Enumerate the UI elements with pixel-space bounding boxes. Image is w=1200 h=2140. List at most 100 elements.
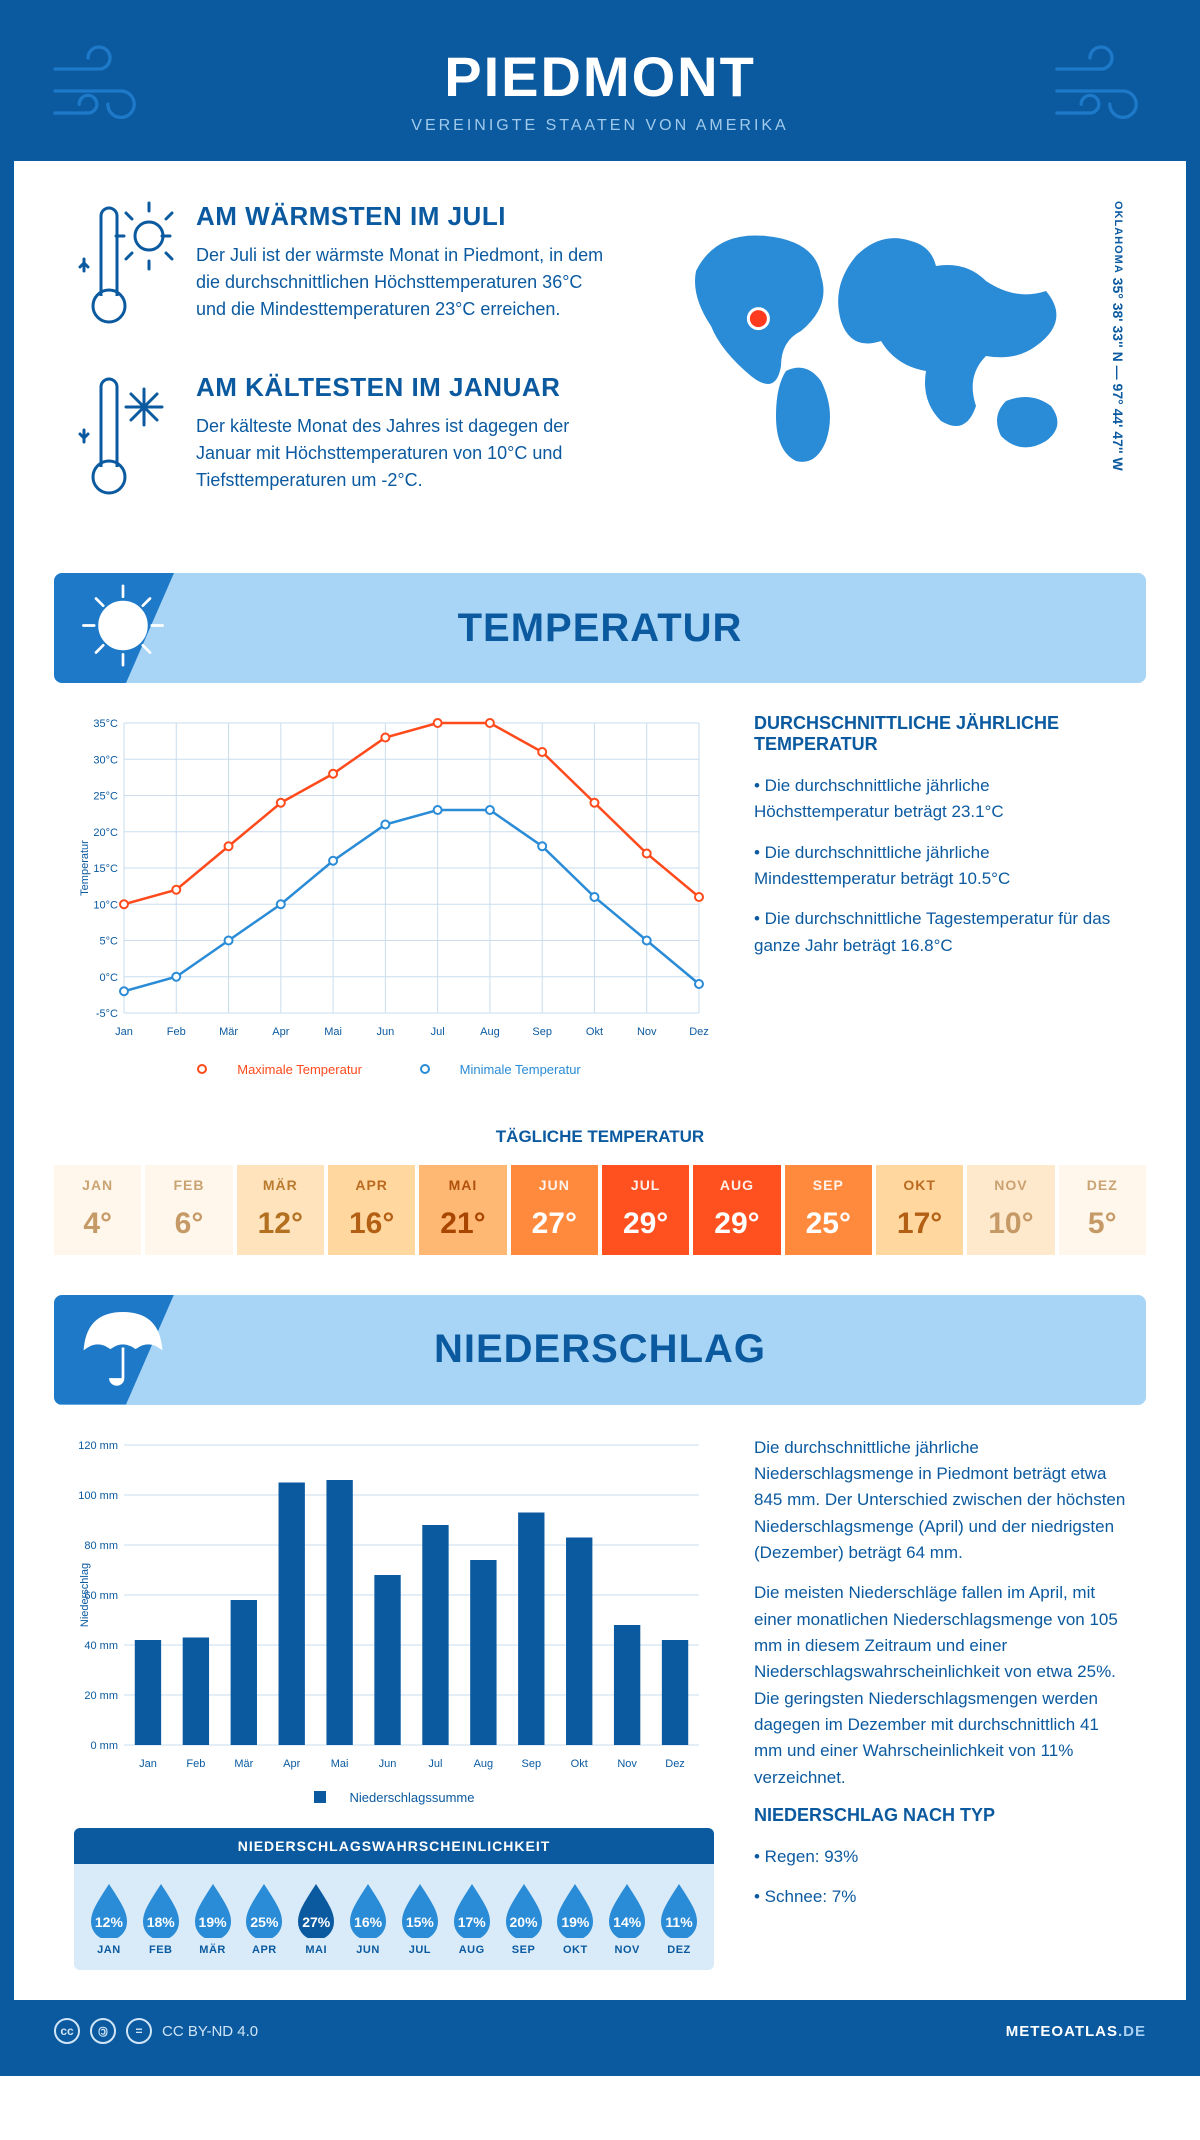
coords-text: 35° 38' 33'' N — 97° 44' 47'' W xyxy=(1110,278,1126,471)
temp-strip-cell: OKT17° xyxy=(876,1165,963,1255)
svg-text:Dez: Dez xyxy=(665,1758,685,1770)
svg-text:Apr: Apr xyxy=(283,1758,300,1770)
prob-drop: 18% FEB xyxy=(136,1880,186,1956)
coldest-heading: AM KÄLTESTEN IM JANUAR xyxy=(196,372,616,403)
temp-strip-cell: NOV10° xyxy=(967,1165,1054,1255)
svg-text:Jul: Jul xyxy=(431,1026,445,1038)
svg-text:Niederschlag: Niederschlag xyxy=(79,1562,91,1626)
temperature-chart: -5°C0°C5°C10°C15°C20°C25°C30°C35°CJanFeb… xyxy=(74,713,714,1077)
temp-strip-cell: JUN27° xyxy=(511,1165,598,1255)
legend-max: Maximale Temperatur xyxy=(237,1062,362,1077)
svg-text:Jun: Jun xyxy=(379,1758,397,1770)
temp-strip-cell: APR16° xyxy=(328,1165,415,1255)
temp-side-heading: DURCHSCHNITTLICHE JÄHRLICHE TEMPERATUR xyxy=(754,713,1126,755)
brand: METEOATLAS.DE xyxy=(1006,2023,1146,2040)
svg-text:100 mm: 100 mm xyxy=(78,1490,118,1502)
svg-text:Temperatur: Temperatur xyxy=(79,840,91,896)
umbrella-icon xyxy=(78,1302,168,1397)
rain-legend-label: Niederschlagssumme xyxy=(350,1790,475,1805)
svg-text:15°C: 15°C xyxy=(93,863,118,875)
precipitation-body: 0 mm20 mm40 mm60 mm80 mm100 mm120 mmNied… xyxy=(14,1435,1186,2001)
svg-text:Okt: Okt xyxy=(571,1758,588,1770)
prob-drop: 19% MÄR xyxy=(188,1880,238,1956)
coordinates: OKLAHOMA 35° 38' 33'' N — 97° 44' 47'' W xyxy=(1104,201,1126,543)
svg-text:20°C: 20°C xyxy=(93,827,118,839)
temperature-body: -5°C0°C5°C10°C15°C20°C25°C30°C35°CJanFeb… xyxy=(14,713,1186,1107)
svg-text:Feb: Feb xyxy=(167,1026,186,1038)
svg-text:Jan: Jan xyxy=(139,1758,157,1770)
precipitation-heading: NIEDERSCHLAG xyxy=(434,1327,766,1372)
svg-text:Feb: Feb xyxy=(186,1758,205,1770)
temperature-heading: TEMPERATUR xyxy=(458,606,743,651)
svg-text:Mai: Mai xyxy=(324,1026,342,1038)
svg-text:Jul: Jul xyxy=(428,1758,442,1770)
svg-text:Nov: Nov xyxy=(637,1026,657,1038)
svg-text:120 mm: 120 mm xyxy=(78,1440,118,1452)
sun-icon xyxy=(78,581,168,676)
coldest-text: Der kälteste Monat des Jahres ist dagege… xyxy=(196,413,616,494)
prob-drop: 25% APR xyxy=(239,1880,289,1956)
footer: cc 🄯 = CC BY-ND 4.0 METEOATLAS.DE xyxy=(14,2000,1186,2062)
daily-temp-strip: JAN4°FEB6°MÄR12°APR16°MAI21°JUN27°JUL29°… xyxy=(54,1165,1146,1255)
svg-text:Mai: Mai xyxy=(331,1758,349,1770)
rain-para-1: Die durchschnittliche jährliche Niedersc… xyxy=(754,1435,1126,1567)
svg-text:Jun: Jun xyxy=(376,1026,394,1038)
temp-strip-cell: JUL29° xyxy=(602,1165,689,1255)
by-icon: 🄯 xyxy=(90,2018,116,2044)
svg-text:Mär: Mär xyxy=(234,1758,253,1770)
temperature-text: DURCHSCHNITTLICHE JÄHRLICHE TEMPERATUR •… xyxy=(754,713,1126,1077)
precipitation-banner: NIEDERSCHLAG xyxy=(54,1295,1146,1405)
svg-text:Aug: Aug xyxy=(474,1758,494,1770)
wind-icon xyxy=(1046,30,1156,145)
svg-text:Dez: Dez xyxy=(689,1026,709,1038)
temp-bullet-1: • Die durchschnittliche jährliche Höchst… xyxy=(754,773,1126,826)
daily-temp-title: TÄGLICHE TEMPERATUR xyxy=(14,1127,1186,1147)
prob-drop: 14% NOV xyxy=(602,1880,652,1956)
brand-name: METEOATLAS xyxy=(1006,2023,1118,2040)
prob-drop: 12% JAN xyxy=(84,1880,134,1956)
license-text: CC BY-ND 4.0 xyxy=(162,2023,258,2040)
temp-strip-cell: FEB6° xyxy=(145,1165,232,1255)
prob-drop: 19% OKT xyxy=(550,1880,600,1956)
rain-legend: Niederschlagssumme xyxy=(74,1790,714,1807)
temp-strip-cell: AUG29° xyxy=(693,1165,780,1255)
warmest-text: Der Juli ist der wärmste Monat in Piedmo… xyxy=(196,242,616,323)
temp-bullet-2: • Die durchschnittliche jährliche Mindes… xyxy=(754,840,1126,893)
svg-text:Apr: Apr xyxy=(272,1026,289,1038)
precipitation-probability: NIEDERSCHLAGSWAHRSCHEINLICHKEIT 12% JAN … xyxy=(74,1828,714,1970)
prob-drop: 17% AUG xyxy=(447,1880,497,1956)
summary-row: AM WÄRMSTEN IM JULI Der Juli ist der wär… xyxy=(14,161,1186,563)
precipitation-text: Die durchschnittliche jährliche Niedersc… xyxy=(754,1435,1126,1971)
page-title: PIEDMONT xyxy=(34,44,1166,109)
thermometer-cold-icon xyxy=(74,372,174,507)
prob-drop: 20% SEP xyxy=(499,1880,549,1956)
svg-text:Okt: Okt xyxy=(586,1026,603,1038)
svg-text:5°C: 5°C xyxy=(100,936,119,948)
cc-icon: cc xyxy=(54,2018,80,2044)
temp-strip-cell: JAN4° xyxy=(54,1165,141,1255)
svg-text:Mär: Mär xyxy=(219,1026,238,1038)
svg-text:10°C: 10°C xyxy=(93,899,118,911)
temp-bullet-3: • Die durchschnittliche Tagestemperatur … xyxy=(754,906,1126,959)
svg-text:30°C: 30°C xyxy=(93,754,118,766)
prob-drop: 15% JUL xyxy=(395,1880,445,1956)
svg-text:Sep: Sep xyxy=(522,1758,542,1770)
warmest-block: AM WÄRMSTEN IM JULI Der Juli ist der wär… xyxy=(74,201,646,336)
svg-text:35°C: 35°C xyxy=(93,718,118,730)
svg-text:Nov: Nov xyxy=(617,1758,637,1770)
license: cc 🄯 = CC BY-ND 4.0 xyxy=(54,2018,258,2044)
prob-drop: 27% MAI xyxy=(291,1880,341,1956)
temperature-banner: TEMPERATUR xyxy=(54,573,1146,683)
temp-strip-cell: MÄR12° xyxy=(237,1165,324,1255)
svg-text:Jan: Jan xyxy=(115,1026,133,1038)
rain-type-1: • Regen: 93% xyxy=(754,1844,1126,1870)
page: PIEDMONT VEREINIGTE STAATEN VON AMERIKA … xyxy=(0,0,1200,2076)
svg-text:0°C: 0°C xyxy=(100,972,119,984)
rain-type-heading: NIEDERSCHLAG NACH TYP xyxy=(754,1805,1126,1826)
legend-min: Minimale Temperatur xyxy=(460,1062,581,1077)
rain-para-2: Die meisten Niederschläge fallen im Apri… xyxy=(754,1580,1126,1791)
svg-text:Sep: Sep xyxy=(532,1026,552,1038)
warmest-heading: AM WÄRMSTEN IM JULI xyxy=(196,201,616,232)
brand-tld: .DE xyxy=(1118,2023,1146,2040)
precipitation-chart: 0 mm20 mm40 mm60 mm80 mm100 mm120 mmNied… xyxy=(74,1435,714,1971)
